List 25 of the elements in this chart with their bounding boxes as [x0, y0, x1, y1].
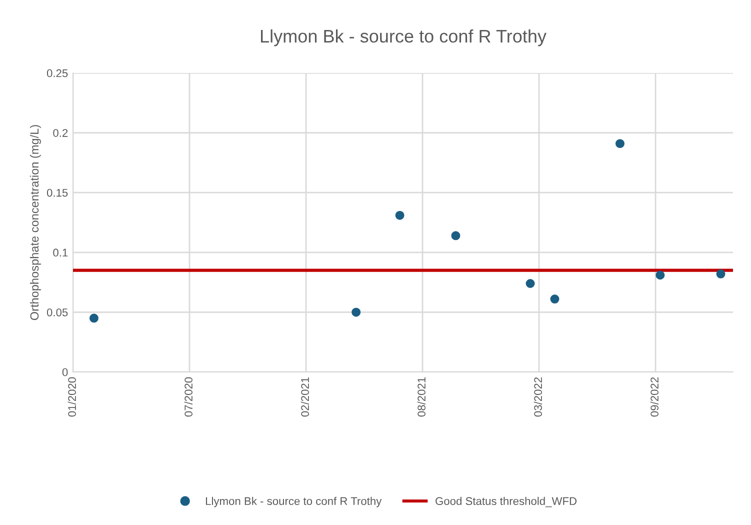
y-tick-label: 0.1 — [53, 248, 68, 257]
x-tick-label: 02/2021 — [300, 377, 309, 417]
x-tick-label: 09/2022 — [650, 377, 659, 417]
x-tick-label: 01/2020 — [68, 377, 76, 417]
point — [716, 269, 726, 278]
point — [89, 314, 98, 323]
y-tick-label: 0.2 — [53, 129, 68, 137]
point — [656, 270, 665, 280]
point — [352, 308, 361, 317]
legend-label: Good Status threshold_WFD — [436, 496, 577, 508]
x-tick-label: 03/2022 — [534, 377, 542, 417]
point — [395, 210, 404, 220]
y-tick-label: 0.25 — [46, 69, 68, 78]
point — [526, 278, 535, 288]
chart-title: Llymon Bk - source to conf R Trothy — [260, 29, 546, 46]
point — [451, 231, 460, 240]
point — [615, 139, 624, 148]
y-tick-label: 0.05 — [46, 308, 68, 316]
x-tick-label: 07/2020 — [184, 377, 192, 417]
y-tick-label: 0.15 — [46, 188, 68, 197]
x-tick-label: 08/2021 — [417, 377, 426, 417]
point — [550, 294, 560, 304]
y-tick-label: 0 — [62, 368, 68, 376]
legend-label: Llymon Bk - source to conf R Trothy — [206, 496, 382, 508]
y-axis-title: Orthophosphate concentration (mg/L) — [30, 125, 41, 320]
